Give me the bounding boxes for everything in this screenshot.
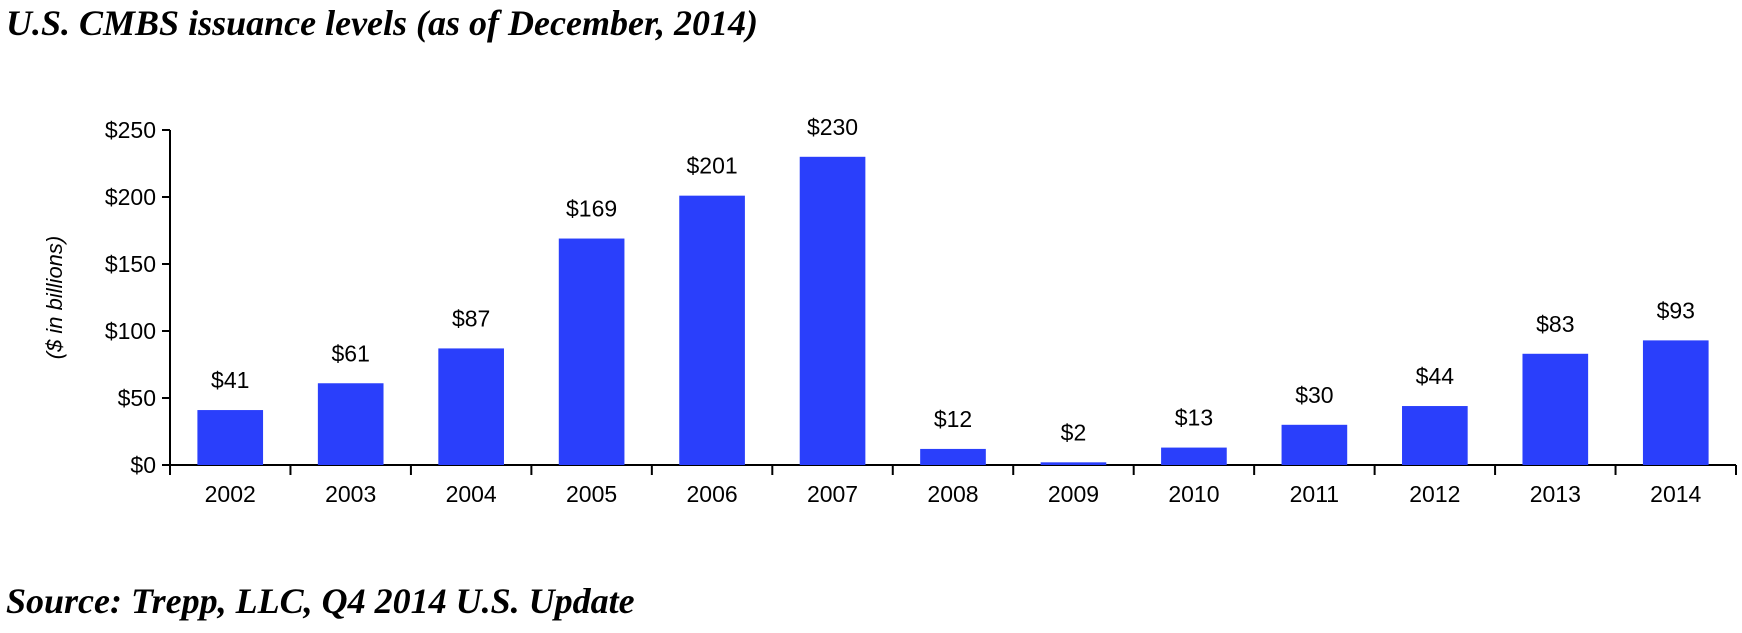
data-label-2009: $2 xyxy=(1061,419,1087,445)
data-label-2008: $12 xyxy=(934,406,972,432)
data-labels: $41 $61 $87 $169 $201 $230 $12 $2 $13 $30 $44 $83 $9… xyxy=(211,114,1695,446)
data-label-2012: $44 xyxy=(1416,363,1455,389)
x-tick-label: 2003 xyxy=(325,481,376,507)
data-label-2007: $230 xyxy=(807,114,858,140)
bar-2003 xyxy=(317,383,384,465)
y-axis: $0 $50 $100 $150 $200 $250 xyxy=(105,117,171,478)
y-tick-label: $100 xyxy=(105,318,156,344)
x-tick-label: 2006 xyxy=(686,481,737,507)
bar-2004 xyxy=(438,348,504,465)
y-tick-label: $200 xyxy=(105,184,156,210)
bar-2005 xyxy=(558,238,625,465)
data-label-2013: $83 xyxy=(1536,311,1574,337)
data-label-2005: $169 xyxy=(566,196,617,222)
bars xyxy=(197,156,1709,466)
x-tick-label: 2014 xyxy=(1650,481,1701,507)
data-label-2002: $41 xyxy=(211,367,249,393)
x-tick-label: 2002 xyxy=(205,481,256,507)
bar-2008 xyxy=(920,448,986,465)
y-tick-label: $150 xyxy=(105,251,156,277)
bar-2006 xyxy=(679,195,745,465)
x-tick-label: 2004 xyxy=(446,481,497,507)
y-tick-label: $50 xyxy=(118,385,156,411)
data-label-2010: $13 xyxy=(1175,405,1213,431)
bar-2010 xyxy=(1161,447,1227,465)
x-tick-label: 2009 xyxy=(1048,481,1099,507)
data-label-2003: $61 xyxy=(332,340,370,366)
source-note: Source: Trepp, LLC, Q4 2014 U.S. Update xyxy=(6,581,635,621)
x-tick-label: 2008 xyxy=(927,481,978,507)
bar-2011 xyxy=(1281,424,1348,465)
data-label-2004: $87 xyxy=(452,305,490,331)
bar-2007 xyxy=(799,156,866,466)
x-tick-label: 2007 xyxy=(807,481,858,507)
x-axis: 2002 2003 2004 2005 2006 2007 2008 2009 2010 2011… xyxy=(169,464,1737,507)
x-tick-label: 2010 xyxy=(1168,481,1219,507)
y-tick-label: $0 xyxy=(130,452,156,478)
x-tick-label: 2005 xyxy=(566,481,617,507)
bar-2014 xyxy=(1642,340,1709,465)
y-axis-title: ($ in billions) xyxy=(42,236,67,360)
x-tick-label: 2012 xyxy=(1409,481,1460,507)
bar-2012 xyxy=(1402,406,1468,465)
chart-title: U.S. CMBS issuance levels (as of Decembe… xyxy=(6,3,758,43)
bar-2002 xyxy=(197,410,264,465)
data-label-2014: $93 xyxy=(1657,297,1695,323)
x-tick-label: 2011 xyxy=(1290,481,1339,507)
data-label-2011: $30 xyxy=(1295,382,1333,408)
bar-2013 xyxy=(1522,353,1589,465)
y-tick-label: $250 xyxy=(105,117,156,143)
data-label-2006: $201 xyxy=(686,153,737,179)
bar-2009 xyxy=(1040,462,1107,465)
x-tick-label: 2013 xyxy=(1530,481,1581,507)
